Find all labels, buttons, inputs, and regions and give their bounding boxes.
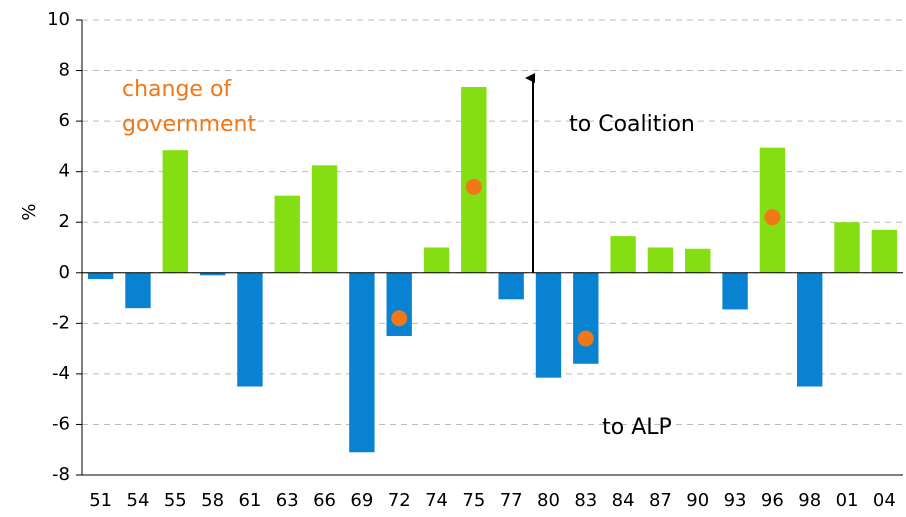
x-tick-label: 74 [425, 490, 448, 511]
bar [685, 248, 711, 273]
y-tick-label: -6 [52, 413, 70, 434]
bar [87, 272, 114, 280]
bar [199, 272, 226, 276]
y-tick-label: 10 [47, 9, 70, 30]
bar [386, 272, 412, 336]
bar [274, 195, 300, 273]
x-tick-label: 87 [649, 490, 672, 511]
y-tick-label: 0 [59, 262, 70, 283]
x-tick-label: 54 [127, 490, 150, 511]
y-tick-label: 8 [59, 60, 70, 81]
bar [237, 272, 263, 387]
change-marker [764, 209, 781, 226]
x-tick-label: 75 [462, 490, 485, 511]
bar [871, 229, 898, 273]
x-tick-label: 80 [537, 490, 560, 511]
bar [834, 222, 860, 273]
bar [573, 272, 599, 364]
y-tick-label: -2 [52, 312, 70, 333]
x-tick-label: 51 [89, 490, 112, 511]
y-tick-label: 2 [59, 211, 70, 232]
x-tick-label: 83 [574, 490, 597, 511]
marker-label: government [122, 112, 256, 137]
y-tick-label: 6 [59, 110, 70, 131]
change-marker [391, 310, 408, 327]
x-tick-label: 72 [388, 490, 411, 511]
x-tick-label: 61 [238, 490, 261, 511]
y-tick-label: -8 [52, 464, 70, 485]
bar [535, 272, 562, 378]
bar [349, 272, 375, 453]
x-tick-label: 63 [276, 490, 299, 511]
bar [610, 236, 636, 273]
bar [647, 247, 674, 273]
bar [423, 247, 450, 273]
bar [162, 150, 188, 273]
change-marker [577, 330, 594, 347]
bar [498, 272, 524, 300]
x-tick-label: 04 [873, 490, 896, 511]
annotation: to Coalition [569, 112, 695, 137]
change-marker [465, 178, 482, 195]
x-tick-label: 96 [761, 490, 784, 511]
y-tick-label: 4 [59, 161, 70, 182]
bar [722, 272, 748, 310]
x-tick-label: 55 [164, 490, 187, 511]
x-tick-label: 90 [686, 490, 709, 511]
x-tick-label: 01 [836, 490, 859, 511]
x-tick-label: 58 [201, 490, 224, 511]
x-tick-label: 84 [612, 490, 635, 511]
bar [125, 272, 151, 309]
x-tick-label: 69 [350, 490, 373, 511]
bar [311, 165, 338, 273]
x-tick-label: 77 [500, 490, 523, 511]
bar [797, 272, 823, 387]
y-tick-label: -4 [52, 363, 70, 384]
annotation: to ALP [602, 415, 672, 440]
y-axis-label: % [19, 203, 40, 220]
x-tick-label: 66 [313, 490, 336, 511]
x-tick-label: 98 [798, 490, 821, 511]
marker-label: change of [122, 77, 232, 102]
x-tick-label: 93 [724, 490, 747, 511]
